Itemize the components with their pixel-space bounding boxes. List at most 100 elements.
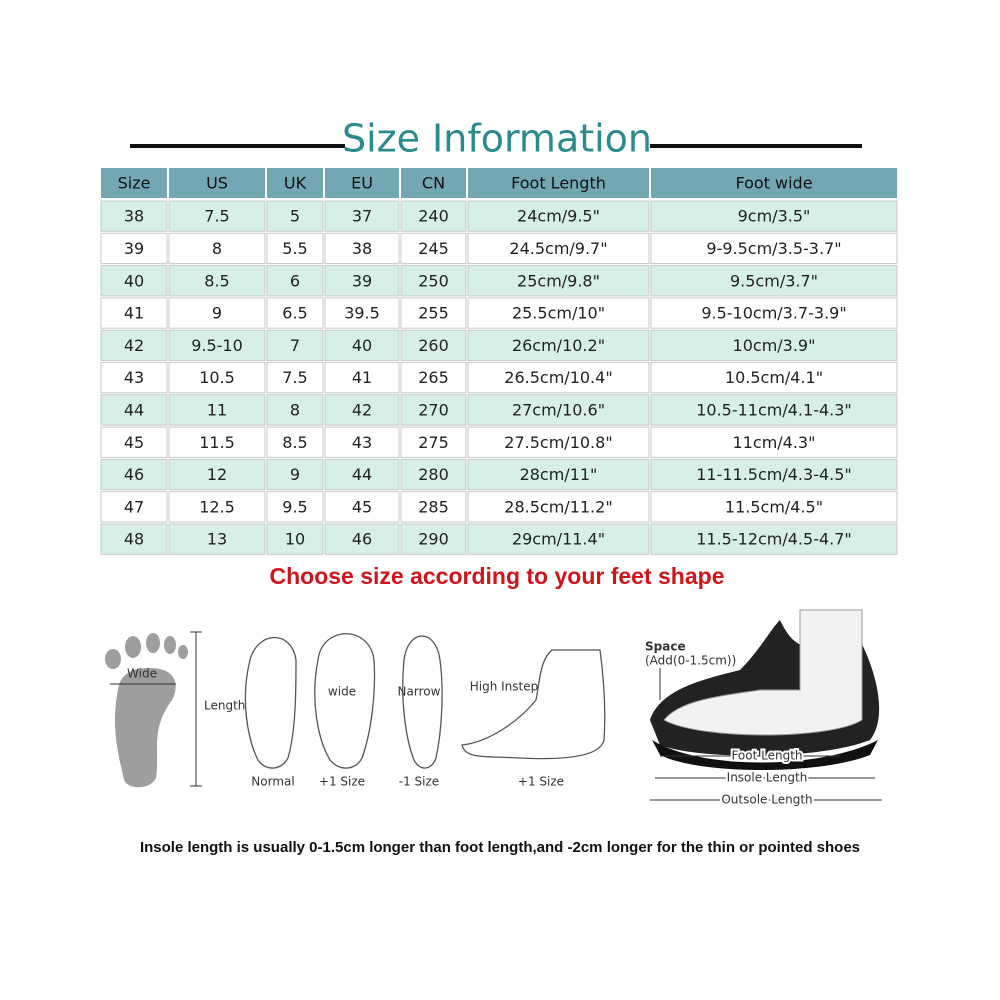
cell bbox=[266, 329, 324, 362]
cell-text: 41 bbox=[352, 368, 372, 387]
cell bbox=[168, 232, 266, 265]
cell-text: 26.5cm/10.4" bbox=[504, 368, 612, 387]
cell-text: 11.5cm/4.5" bbox=[725, 497, 823, 516]
label: Insole Length bbox=[727, 771, 808, 785]
cell bbox=[266, 426, 324, 458]
cell-text: 38 bbox=[124, 207, 144, 226]
header-text: Foot Length bbox=[511, 174, 606, 193]
cell-text: 39 bbox=[124, 239, 144, 258]
header-cell bbox=[267, 168, 323, 198]
cell-text: 11.5 bbox=[199, 433, 235, 452]
cell bbox=[100, 394, 168, 426]
cell-text: 8 bbox=[212, 239, 222, 258]
cell bbox=[168, 394, 266, 426]
cell-text: 11-11.5cm/4.3-4.5" bbox=[696, 465, 852, 484]
cell bbox=[467, 265, 650, 297]
cell bbox=[168, 297, 266, 329]
cell-text: 290 bbox=[418, 530, 449, 549]
cell bbox=[168, 200, 266, 232]
cell-text: 5.5 bbox=[282, 239, 307, 258]
subtitle: Choose size according to your feet shape bbox=[270, 563, 725, 589]
cell bbox=[400, 458, 467, 491]
cell-text: 9.5cm/3.7" bbox=[730, 271, 818, 290]
header-text: CN bbox=[422, 174, 445, 193]
cell bbox=[650, 329, 898, 362]
cell-text: 43 bbox=[352, 433, 372, 452]
cell bbox=[400, 265, 467, 297]
label: Normal bbox=[251, 775, 294, 789]
cell bbox=[400, 426, 467, 458]
header-cell bbox=[401, 168, 466, 198]
cell bbox=[467, 362, 650, 394]
cell-text: 11 bbox=[207, 400, 227, 419]
header-cell bbox=[325, 168, 399, 198]
label: (Add(0-1.5cm)) bbox=[645, 654, 736, 668]
cell bbox=[650, 265, 898, 297]
cell bbox=[324, 426, 400, 458]
cell bbox=[100, 491, 168, 523]
header-cell bbox=[651, 168, 897, 198]
cell bbox=[100, 200, 168, 232]
cell bbox=[168, 362, 266, 394]
cell-text: 5 bbox=[290, 207, 300, 226]
cell-text: 41 bbox=[124, 304, 144, 323]
label: Foot Length bbox=[731, 749, 802, 763]
cell-text: 255 bbox=[418, 304, 449, 323]
title: Size Information bbox=[342, 117, 652, 161]
cell-text: 25cm/9.8" bbox=[517, 271, 600, 290]
header-text: EU bbox=[351, 174, 373, 193]
cell-text: 42 bbox=[124, 336, 144, 355]
cell-text: 280 bbox=[418, 465, 449, 484]
cell-text: 240 bbox=[418, 207, 449, 226]
cell-text: 10.5-11cm/4.1-4.3" bbox=[696, 400, 852, 419]
cell bbox=[168, 426, 266, 458]
cell-text: 9 bbox=[212, 304, 222, 323]
label: +1 Size bbox=[319, 775, 365, 789]
cell bbox=[324, 491, 400, 523]
cell bbox=[400, 329, 467, 362]
cell bbox=[324, 297, 400, 329]
label: Space bbox=[645, 640, 686, 654]
cell-text: 29cm/11.4" bbox=[512, 530, 605, 549]
header-cell bbox=[169, 168, 265, 198]
cell-text: 24cm/9.5" bbox=[517, 207, 600, 226]
cell bbox=[168, 329, 266, 362]
cell bbox=[650, 297, 898, 329]
cell bbox=[100, 458, 168, 491]
cell-text: 45 bbox=[124, 433, 144, 452]
cell-text: 46 bbox=[124, 465, 144, 484]
cell bbox=[650, 200, 898, 232]
cell bbox=[266, 232, 324, 265]
cell-text: 7.5 bbox=[204, 207, 229, 226]
cell bbox=[266, 523, 324, 555]
cell bbox=[467, 523, 650, 555]
cell bbox=[266, 394, 324, 426]
cell bbox=[650, 523, 898, 555]
cell bbox=[467, 329, 650, 362]
cell-text: 9.5-10cm/3.7-3.9" bbox=[701, 304, 846, 323]
footprint bbox=[105, 631, 202, 788]
cell bbox=[324, 458, 400, 491]
header-text: US bbox=[206, 174, 228, 193]
cell bbox=[650, 394, 898, 426]
cell bbox=[400, 394, 467, 426]
cell bbox=[266, 362, 324, 394]
cell-text: 47 bbox=[124, 497, 144, 516]
cell-text: 245 bbox=[418, 239, 449, 258]
label: Length bbox=[204, 699, 245, 713]
cell bbox=[650, 458, 898, 491]
foot-outline bbox=[461, 649, 606, 760]
cell-text: 45 bbox=[352, 497, 372, 516]
header-cell bbox=[468, 168, 649, 198]
cell-text: 27.5cm/10.8" bbox=[504, 433, 612, 452]
cell bbox=[100, 362, 168, 394]
cell bbox=[100, 265, 168, 297]
cell-text: 9-9.5cm/3.5-3.7" bbox=[706, 239, 841, 258]
cell bbox=[467, 232, 650, 265]
cell-text: 6.5 bbox=[282, 304, 307, 323]
cell bbox=[324, 200, 400, 232]
label: High Instep bbox=[470, 680, 539, 694]
size-table: Size US UK EU CN Foot Length Foot wide 38 7.5 5 37… bbox=[100, 168, 898, 555]
label: Outsole Length bbox=[721, 793, 812, 807]
